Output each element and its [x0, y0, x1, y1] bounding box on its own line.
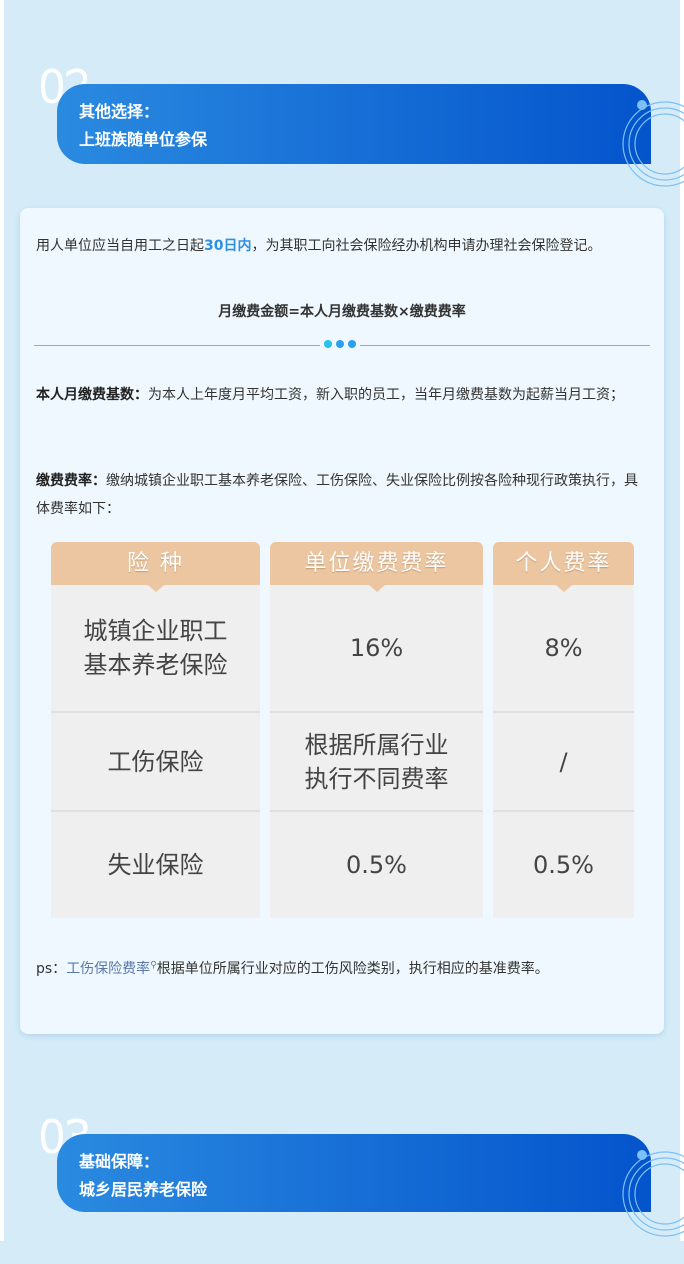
- rings-decoration-icon: [622, 100, 684, 187]
- section-title-line2: 上班族随单位参保: [79, 130, 208, 149]
- section-3-header: 03 基础保障： 城乡居民养老保险: [0, 1111, 684, 1264]
- table-cell: 0.5%: [270, 812, 483, 918]
- cell-text: /: [559, 747, 568, 776]
- table-header: 个人费率: [493, 542, 634, 592]
- section-banner: 基础保障： 城乡居民养老保险: [57, 1134, 651, 1212]
- cell-text: 16%: [349, 634, 404, 662]
- ps-note: ps：工伤保险费率⚲根据单位所属行业对应的工伤风险类别，执行相应的基准费率。: [36, 958, 549, 978]
- work-injury-rate-link[interactable]: 工伤保险费率: [66, 961, 151, 977]
- cell-text: 失业保险: [107, 851, 204, 879]
- page-edge-right: [680, 0, 684, 1241]
- content-card: 用人单位应当自用工之日起30日内，为其职工向社会保险经办机构申请办理社会保险登记…: [20, 208, 664, 1034]
- table-cell: 8%: [493, 585, 634, 713]
- intro-text-end: ，为其职工向社会保险经办机构申请办理社会保险登记。: [251, 238, 602, 254]
- base-text: 为本人上年度月平均工资，新入职的员工，当年月缴费基数为起薪当月工资；: [148, 387, 624, 403]
- rate-paragraph: 缴费费率：缴纳城镇企业职工基本养老保险、工伤保险、失业保险比例按各险种现行政策执…: [36, 467, 648, 523]
- ps-label: ps：: [36, 961, 67, 977]
- table-cell: 工伤保险: [51, 713, 260, 812]
- cell-text: 0.5%: [533, 851, 594, 879]
- cell-text: 0.5%: [346, 851, 407, 879]
- base-paragraph: 本人月缴费基数：为本人上年度月平均工资，新入职的员工，当年月缴费基数为起薪当月工…: [36, 381, 648, 409]
- section-title-line2: 城乡居民养老保险: [79, 1180, 208, 1199]
- section-banner: 其他选择： 上班族随单位参保: [57, 84, 651, 164]
- cell-text: 8%: [544, 634, 583, 662]
- rate-label: 缴费费率：: [36, 473, 106, 489]
- cell-text: 城镇企业职工 基本养老保险: [83, 617, 228, 679]
- table-cell: 根据所属行业 执行不同费率: [270, 713, 483, 812]
- rings-decoration-icon: [622, 1150, 684, 1237]
- intro-paragraph: 用人单位应当自用工之日起30日内，为其职工向社会保险经办机构申请办理社会保险登记…: [36, 232, 648, 260]
- search-icon[interactable]: ⚲: [150, 960, 157, 971]
- table-cell: 失业保险: [51, 812, 260, 918]
- table-column-personal-rate: 个人费率 8% / 0.5%: [493, 542, 634, 918]
- page-edge-left: [0, 0, 4, 1241]
- table-header: 险 种: [51, 542, 260, 592]
- ps-text: 根据单位所属行业对应的工伤风险类别，执行相应的基准费率。: [156, 961, 549, 977]
- cell-text: 工伤保险: [107, 747, 204, 776]
- section-title-line1: 基础保障：: [79, 1152, 160, 1171]
- section-title-line1: 其他选择：: [79, 102, 160, 121]
- table-header: 单位缴费费率: [270, 542, 483, 592]
- table-column-type: 险 种 城镇企业职工 基本养老保险 工伤保险 失业保险: [51, 542, 260, 918]
- section-2-header: 02 其他选择： 上班族随单位参保: [0, 61, 684, 214]
- deadline-highlight: 30日内: [204, 238, 252, 254]
- table-cell: 城镇企业职工 基本养老保险: [51, 585, 260, 713]
- rate-text: 缴纳城镇企业职工基本养老保险、工伤保险、失业保险比例按各险种现行政策执行，具体费…: [36, 473, 638, 517]
- cell-text: 根据所属行业 执行不同费率: [304, 730, 449, 793]
- table-column-employer-rate: 单位缴费费率 16% 根据所属行业 执行不同费率 0.5%: [270, 542, 483, 918]
- table-cell: /: [493, 713, 634, 812]
- table-cell: 16%: [270, 585, 483, 713]
- table-cell: 0.5%: [493, 812, 634, 918]
- base-label: 本人月缴费基数：: [36, 387, 148, 403]
- intro-text: 用人单位应当自用工之日起: [36, 238, 204, 254]
- divider-dots-icon: [320, 340, 360, 348]
- formula: 月缴费金额=本人月缴费基数×缴费费率: [218, 304, 466, 320]
